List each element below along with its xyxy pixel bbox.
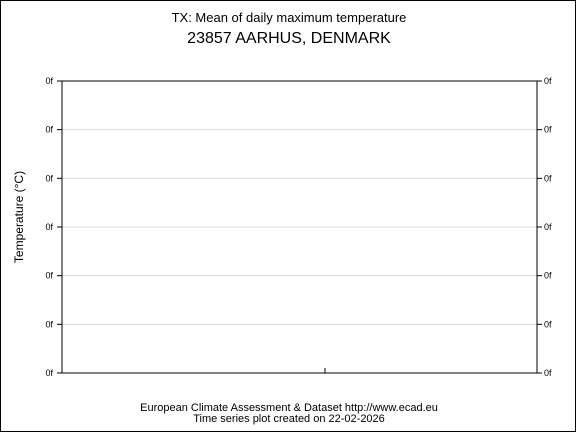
y-tick-label-right: 0f (544, 319, 552, 329)
y-tick-label-left: 0f (45, 173, 53, 183)
footer-source: European Climate Assessment & Dataset ht… (140, 402, 438, 414)
footer-created: Time series plot created on 22-02-2026 (193, 413, 385, 425)
y-tick-label-left: 0f (45, 125, 53, 135)
chart-title: TX: Mean of daily maximum temperature (172, 10, 407, 25)
y-tick-label-right: 0f (544, 76, 552, 86)
y-tick-label-left: 0f (45, 222, 53, 232)
y-axis-label: Temperature (°C) (12, 171, 26, 263)
y-tick-label-right: 0f (544, 173, 552, 183)
y-axis-right: 0f 0f 0f 0f 0f 0f 0f (537, 76, 552, 378)
y-tick-label-right: 0f (544, 368, 552, 378)
chart-subtitle: 23857 AARHUS, DENMARK (187, 30, 391, 47)
y-tick-label-left: 0f (45, 76, 53, 86)
y-tick-label-left: 0f (45, 368, 53, 378)
y-axis-left: 0f 0f 0f 0f 0f 0f 0f (45, 76, 62, 378)
y-tick-label-left: 0f (45, 319, 53, 329)
y-tick-label-right: 0f (544, 271, 552, 281)
y-tick-label-right: 0f (544, 125, 552, 135)
y-tick-label-right: 0f (544, 222, 552, 232)
grid-lines (62, 129, 537, 325)
y-tick-label-left: 0f (45, 271, 53, 281)
